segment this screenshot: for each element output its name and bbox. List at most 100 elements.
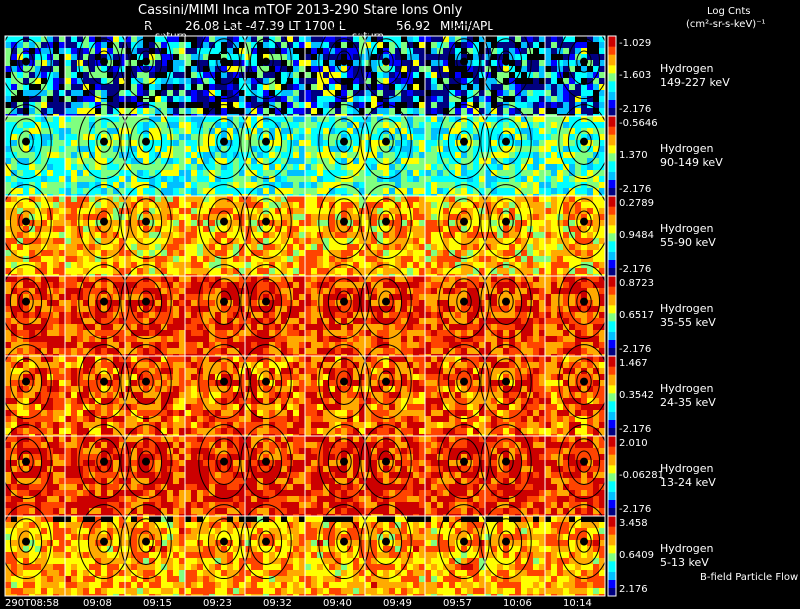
heatmap-cell [317,214,323,220]
heatmap-cell [203,96,209,102]
heatmap-cell [221,214,227,220]
heatmap-cell [455,220,461,226]
heatmap-cell [191,116,197,122]
heatmap-cell [509,202,515,208]
heatmap-cell [521,288,527,294]
heatmap-cell [29,176,35,182]
heatmap-cell [173,176,179,182]
heatmap-cell [167,268,173,274]
heatmap-cell [257,158,263,164]
heatmap-cell [479,182,485,188]
heatmap-cell [455,152,461,158]
heatmap-cell [419,66,425,72]
contour-line [480,104,532,180]
heatmap-cell [221,84,227,90]
heatmap-cell [281,66,287,72]
heatmap-cell [557,36,563,42]
heatmap-cell [185,300,191,306]
heatmap-cell [377,182,383,188]
heatmap-cell [449,48,455,54]
heatmap-cell [485,96,491,102]
heatmap-cell [251,288,257,294]
heatmap-cell [287,220,293,226]
heatmap-cell [539,90,545,96]
heatmap-cell [377,176,383,182]
heatmap-cell [35,294,41,300]
heatmap-cell [575,72,581,78]
heatmap-cell [197,36,203,42]
heatmap-cell [437,276,443,282]
heatmap-cell [335,108,341,114]
heatmap-cell [281,300,287,306]
heatmap-cell [47,250,53,256]
heatmap-cell [107,60,113,66]
heatmap-cell [521,262,527,268]
heatmap-cell [347,176,353,182]
heatmap-cell [383,152,389,158]
heatmap-cell [521,102,527,108]
heatmap-cell [353,288,359,294]
heatmap-cell [215,42,221,48]
heatmap-cell [527,42,533,48]
heatmap-cell [209,214,215,220]
heatmap-cell [431,274,437,276]
heatmap-cell [503,54,509,60]
heatmap-cell [347,60,353,66]
heatmap-cell [335,84,341,90]
heatmap-cell [239,170,245,176]
heatmap-cell [377,244,383,250]
heatmap-cell [503,170,509,176]
heatmap-cell [47,78,53,84]
heatmap-cell [293,238,299,244]
heatmap-cell [35,72,41,78]
heatmap-cell [185,214,191,220]
heatmap-cell [179,96,185,102]
heatmap-cell [383,170,389,176]
heatmap-cell [71,42,77,48]
heatmap-cell [77,194,83,196]
heatmap-cell [527,276,533,282]
heatmap-cell [509,288,515,294]
heatmap-cell [95,274,101,276]
heatmap-cell [41,250,47,256]
heatmap-cell [545,282,551,288]
heatmap-cell [545,60,551,66]
heatmap-cell [155,282,161,288]
heatmap-cell [575,90,581,96]
heatmap-cell [251,182,257,188]
heatmap-cell [209,152,215,158]
heatmap-cell [233,152,239,158]
heatmap-cell [425,134,431,140]
heatmap-cell [65,282,71,288]
heatmap-cell [521,238,527,244]
heatmap-cell [395,214,401,220]
heatmap-cell [383,54,389,60]
heatmap-cell [155,72,161,78]
heatmap-cell [275,66,281,72]
field-center-marker [382,137,390,146]
heatmap-cell [71,306,77,312]
heatmap-cell [131,72,137,78]
heatmap-cell [317,78,323,84]
heatmap-cell [197,146,203,152]
heatmap-cell [287,250,293,256]
heatmap-cell [11,276,17,282]
colorbar-segment [608,97,616,101]
heatmap-cell [515,66,521,72]
heatmap-cell [71,128,77,134]
heatmap-cell [275,96,281,102]
heatmap-cell [167,226,173,232]
heatmap-cell [473,194,479,196]
heatmap-cell [545,300,551,306]
heatmap-cell [5,140,11,146]
heatmap-cell [53,226,59,232]
heatmap-cell [299,226,305,232]
heatmap-cell [317,268,323,274]
heatmap-cell [551,282,557,288]
heatmap-cell [173,66,179,72]
heatmap-cell [239,202,245,208]
contour-line [138,130,154,153]
heatmap-cell [359,66,365,72]
heatmap-cell [305,214,311,220]
heatmap-cell [89,102,95,108]
